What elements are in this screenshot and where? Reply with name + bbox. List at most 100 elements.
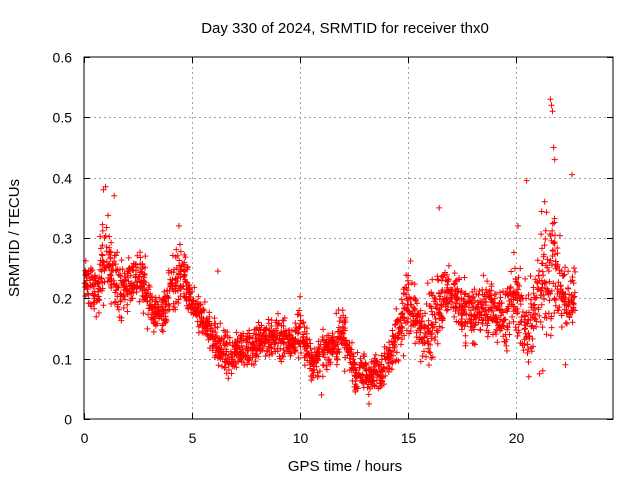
data-point	[117, 273, 124, 280]
data-point	[470, 340, 477, 347]
data-point	[130, 260, 137, 267]
data-point	[462, 342, 469, 349]
x-tick-label: 0	[81, 430, 89, 446]
data-point	[125, 254, 132, 261]
data-point	[466, 311, 473, 318]
data-point	[471, 313, 478, 320]
data-point	[529, 322, 536, 329]
data-point	[206, 309, 213, 316]
data-point	[417, 358, 424, 365]
data-point	[249, 350, 256, 357]
data-point	[475, 319, 482, 326]
data-point	[483, 311, 490, 318]
data-point	[534, 257, 541, 264]
data-point	[359, 379, 366, 386]
data-point	[561, 271, 568, 278]
data-point	[549, 247, 556, 254]
data-point	[142, 253, 149, 260]
data-point	[422, 323, 429, 330]
data-point	[270, 337, 277, 344]
data-point	[215, 362, 222, 369]
data-point	[191, 284, 198, 291]
data-point	[238, 342, 245, 349]
data-point	[184, 264, 191, 271]
data-point	[571, 265, 578, 272]
data-point	[150, 328, 157, 335]
data-point	[445, 262, 452, 269]
data-point	[176, 222, 183, 229]
data-point	[370, 378, 377, 385]
data-point	[500, 322, 507, 329]
data-point	[552, 283, 559, 290]
data-point	[280, 346, 287, 353]
data-point	[525, 373, 532, 380]
data-point	[428, 308, 435, 315]
x-tick-label: 5	[189, 430, 197, 446]
data-point	[514, 305, 521, 312]
data-point	[341, 368, 348, 375]
data-point	[532, 310, 539, 317]
data-point	[403, 291, 410, 298]
data-point	[419, 318, 426, 325]
data-point	[352, 361, 359, 368]
data-point	[499, 288, 506, 295]
data-point	[225, 375, 232, 382]
data-point	[292, 328, 299, 335]
data-point	[106, 261, 113, 268]
data-point	[429, 276, 436, 283]
data-point	[529, 336, 536, 343]
data-point	[207, 334, 214, 341]
data-point	[405, 281, 412, 288]
data-point	[140, 278, 147, 285]
data-point	[255, 353, 262, 360]
data-point	[399, 325, 406, 332]
data-point	[98, 251, 105, 258]
data-point	[568, 307, 575, 314]
data-point	[364, 384, 371, 391]
data-point	[339, 307, 346, 314]
data-point	[323, 362, 330, 369]
data-point	[515, 274, 522, 281]
data-point	[86, 300, 93, 307]
data-point	[530, 307, 537, 314]
data-point	[329, 347, 336, 354]
data-point	[478, 314, 485, 321]
data-point	[386, 339, 393, 346]
data-point	[477, 301, 484, 308]
data-point	[521, 313, 528, 320]
data-point	[411, 306, 418, 313]
data-point	[445, 276, 452, 283]
data-point	[99, 221, 106, 228]
data-point	[404, 287, 411, 294]
data-point	[280, 323, 287, 330]
data-point	[114, 303, 121, 310]
data-point	[519, 309, 526, 316]
data-point	[544, 264, 551, 271]
data-point	[97, 233, 104, 240]
data-point	[299, 334, 306, 341]
data-point	[136, 298, 143, 305]
data-point	[144, 298, 151, 305]
data-point	[543, 331, 550, 338]
data-point	[92, 291, 99, 298]
data-point	[398, 296, 405, 303]
data-point	[428, 354, 435, 361]
data-point	[510, 308, 517, 315]
data-point	[439, 324, 446, 331]
data-point	[547, 96, 554, 103]
data-point	[316, 368, 323, 375]
data-point	[106, 233, 113, 240]
data-point	[401, 332, 408, 339]
data-point	[346, 344, 353, 351]
data-point	[303, 347, 310, 354]
data-point	[127, 272, 134, 279]
data-point	[434, 276, 441, 283]
data-point	[540, 272, 547, 279]
x-axis-title: GPS time / hours	[288, 458, 402, 475]
data-point	[551, 240, 558, 247]
data-point	[158, 326, 165, 333]
data-point	[120, 279, 127, 286]
data-point	[297, 323, 304, 330]
data-point	[514, 279, 521, 286]
data-point	[173, 282, 180, 289]
